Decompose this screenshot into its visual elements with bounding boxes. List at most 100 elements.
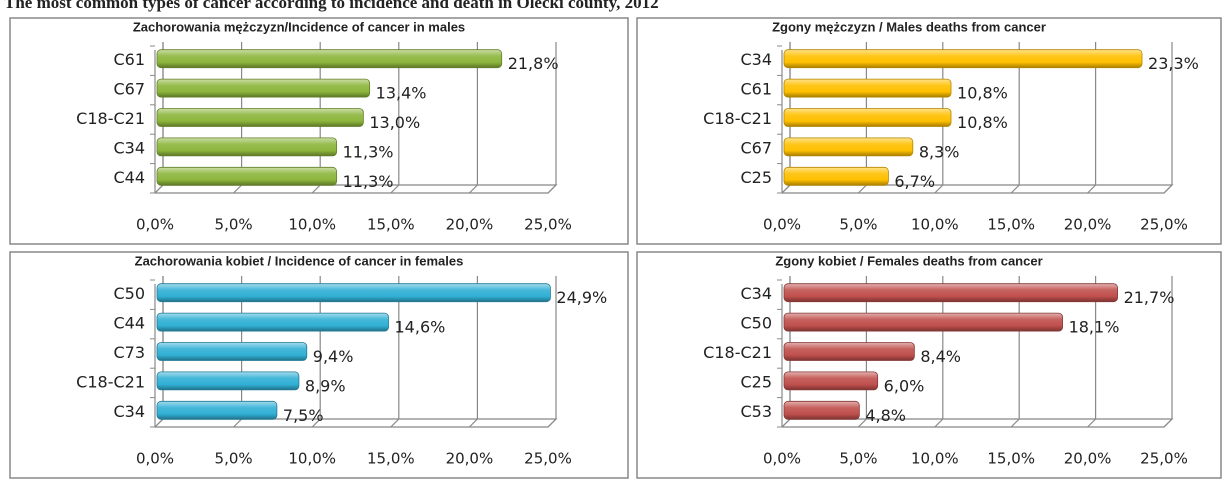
chart-title: Zachorowania mężczyzn/Incidence of cance… (133, 19, 465, 34)
x-tick-label: 15,0% (987, 216, 1035, 234)
grid-line (1163, 42, 1173, 194)
category-label: C61 (740, 80, 772, 99)
bar (156, 371, 300, 391)
bar (156, 283, 551, 303)
bar (783, 49, 1143, 69)
category-label: C67 (113, 80, 145, 99)
category-label: C34 (113, 402, 145, 421)
bar (783, 78, 952, 98)
category-label: C18-C21 (76, 372, 145, 391)
grid-line (1010, 42, 1020, 194)
x-tick-label: 0,0% (763, 216, 801, 234)
bar (783, 312, 1063, 332)
grid-line (1087, 42, 1097, 194)
bar (783, 342, 915, 361)
bar (783, 371, 879, 391)
category-label: C25 (740, 372, 772, 391)
x-tick-label: 25,0% (524, 450, 572, 468)
x-tick-label: 15,0% (367, 216, 415, 234)
bar (156, 400, 278, 420)
value-label: 18,1% (1069, 318, 1120, 337)
category-label: C50 (740, 314, 772, 333)
bar (156, 49, 503, 69)
x-tick-label: 0,0% (136, 450, 174, 468)
value-label: 8,3% (919, 142, 960, 161)
grid-line (547, 42, 557, 194)
value-label: 6,7% (894, 172, 935, 191)
grid-line (390, 276, 400, 428)
grid-line (468, 42, 478, 194)
x-tick-label: 25,0% (1140, 450, 1188, 468)
category-label: C25 (740, 168, 772, 187)
x-tick-label: 20,0% (1064, 450, 1112, 468)
value-label: 23,3% (1148, 54, 1199, 73)
category-label: C18-C21 (76, 109, 145, 128)
x-tick-label: 20,0% (446, 216, 494, 234)
x-tick-label: 10,0% (288, 216, 336, 234)
value-label: 14,6% (395, 318, 446, 337)
grid-line (390, 42, 400, 194)
grid-line (468, 276, 478, 428)
category-label: C67 (740, 138, 772, 157)
chart-title: Zachorowania kobiet / Incidence of cance… (135, 253, 464, 268)
category-label: C18-C21 (703, 343, 772, 362)
x-tick-label: 10,0% (288, 450, 336, 468)
x-tick-label: 10,0% (911, 216, 959, 234)
x-tick-label: 5,0% (215, 450, 253, 468)
x-tick-label: 20,0% (446, 450, 494, 468)
x-tick-label: 20,0% (1064, 216, 1112, 234)
x-tick-label: 10,0% (911, 450, 959, 468)
value-label: 6,0% (884, 376, 925, 395)
bar (783, 283, 1118, 303)
value-label: 13,4% (376, 84, 427, 103)
x-tick-label: 25,0% (524, 216, 572, 234)
category-label: C44 (113, 168, 145, 187)
value-label: 9,4% (313, 347, 354, 366)
x-tick-label: 0,0% (763, 450, 801, 468)
x-tick-label: 5,0% (215, 216, 253, 234)
value-label: 11,3% (343, 172, 394, 191)
value-label: 13,0% (369, 113, 420, 132)
value-label: 10,8% (957, 113, 1008, 132)
grid-line (547, 276, 557, 428)
bar (156, 312, 389, 332)
grid-line (1087, 276, 1097, 428)
value-label: 21,7% (1124, 288, 1175, 307)
category-label: C34 (740, 50, 772, 69)
value-label: 8,9% (305, 376, 346, 395)
x-tick-label: 25,0% (1140, 216, 1188, 234)
category-label: C53 (740, 402, 772, 421)
bar (156, 137, 338, 157)
value-label: 8,4% (920, 347, 961, 366)
value-label: 7,5% (283, 406, 324, 425)
bar (156, 78, 371, 98)
value-label: 10,8% (957, 84, 1008, 103)
value-label: 21,8% (508, 54, 559, 73)
x-tick-label: 15,0% (367, 450, 415, 468)
value-label: 24,9% (556, 288, 607, 307)
category-label: C61 (113, 50, 145, 69)
bar (783, 166, 889, 186)
value-label: 4,8% (865, 406, 906, 425)
chart-title: Zgony kobiet / Females deaths from cance… (775, 253, 1042, 268)
category-label: C18-C21 (703, 109, 772, 128)
bar (783, 400, 860, 420)
category-label: C44 (113, 314, 145, 333)
page-title: The most common types of cancer accordin… (4, 0, 659, 12)
category-label: C34 (113, 138, 145, 157)
bar (156, 166, 338, 186)
value-label: 11,3% (343, 142, 394, 161)
x-tick-label: 5,0% (839, 216, 877, 234)
chart-title: Zgony mężczyzn / Males deaths from cance… (772, 19, 1046, 34)
category-label: C34 (740, 284, 772, 303)
grid-line (1163, 276, 1173, 428)
x-tick-label: 0,0% (136, 216, 174, 234)
bar (783, 108, 952, 127)
category-label: C73 (113, 343, 145, 362)
bar (783, 137, 914, 157)
x-tick-label: 15,0% (987, 450, 1035, 468)
bar (156, 342, 308, 361)
category-label: C50 (113, 284, 145, 303)
x-tick-label: 5,0% (839, 450, 877, 468)
